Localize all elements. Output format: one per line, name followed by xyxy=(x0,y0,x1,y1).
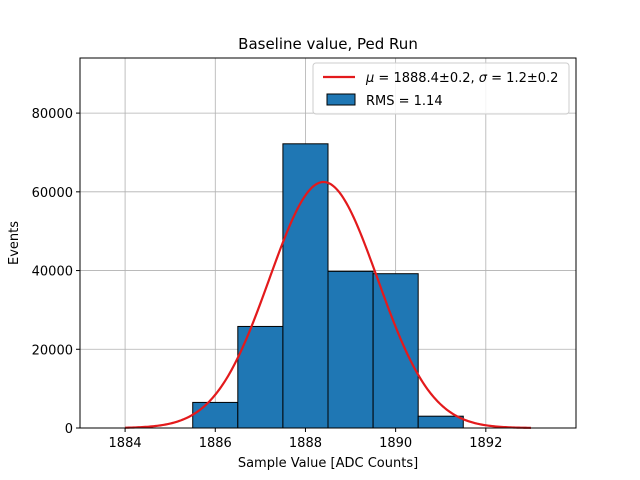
legend-box xyxy=(312,62,570,115)
gaussian-fit-curve xyxy=(125,180,531,429)
x-axis-label: Sample Value [ADC Counts] xyxy=(238,456,418,471)
legend-fit-label: μ = 1888.4±0.2, σ = 1.2±0.2 xyxy=(365,71,558,86)
legend-fit-label-part: μ xyxy=(365,71,374,86)
y-axis-label: Events xyxy=(7,221,22,265)
histogram-bar xyxy=(372,273,419,429)
legend-hist-label: RMS = 1.14 xyxy=(366,94,443,109)
x-tick-label: 1892 xyxy=(469,436,502,451)
histogram-bar xyxy=(327,270,374,429)
x-tick-label: 1888 xyxy=(289,436,322,451)
histogram-bars xyxy=(192,143,464,429)
histogram-bar xyxy=(417,415,464,429)
y-tick-label: 80000 xyxy=(32,107,73,122)
y-tick-label: 60000 xyxy=(32,186,73,201)
histogram-bar xyxy=(282,143,329,429)
x-tick-label: 1884 xyxy=(109,436,142,451)
legend-fit-label-part: = 1888.4±0.2, xyxy=(374,71,478,86)
legend-fit-label-part: σ xyxy=(479,71,488,86)
y-tick-label: 0 xyxy=(65,422,73,437)
legend: μ = 1888.4±0.2, σ = 1.2±0.2 RMS = 1.14 xyxy=(312,62,570,115)
histogram-bar xyxy=(192,401,239,429)
legend-fit-label-part: = 1.2±0.2 xyxy=(487,71,558,86)
x-tick-label: 1890 xyxy=(379,436,412,451)
y-tick-label: 20000 xyxy=(32,343,73,358)
fit-curve-group xyxy=(125,180,531,429)
y-tick-label: 40000 xyxy=(32,265,73,280)
chart-title: Baseline value, Ped Run xyxy=(238,35,418,53)
legend-hist-swatch xyxy=(326,93,356,106)
plot-frame xyxy=(79,57,577,429)
x-tick-label: 1886 xyxy=(199,436,232,451)
axis-ticks: 1884 1886 1888 1890 1892 0 20000 40000 60000 8000… xyxy=(32,107,503,451)
